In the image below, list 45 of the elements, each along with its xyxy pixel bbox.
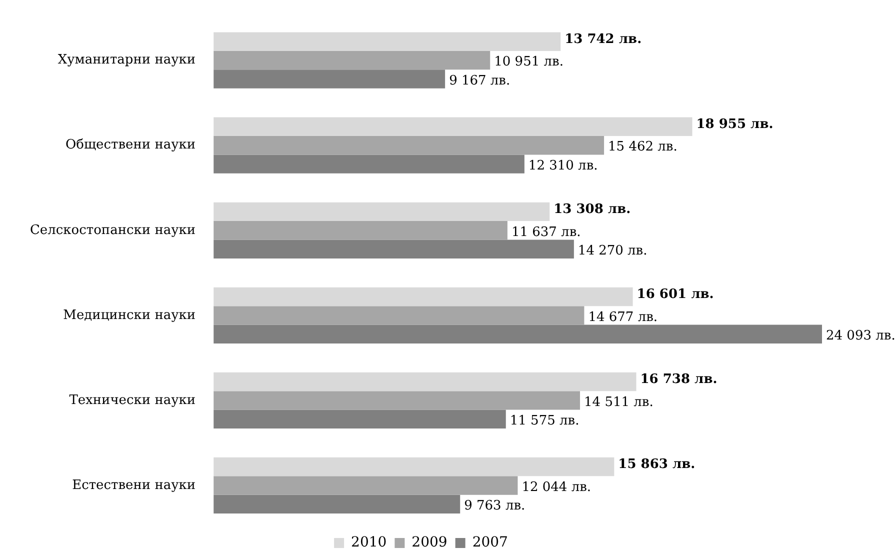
bar xyxy=(214,391,580,410)
y-tick-label: Селскостопански науки xyxy=(30,222,196,238)
data-label: 10 951 лв. xyxy=(494,54,564,70)
bar xyxy=(214,324,822,344)
bar xyxy=(214,287,633,306)
data-label: 15 462 лв. xyxy=(608,140,678,155)
data-label: 14 511 лв. xyxy=(584,394,654,410)
bar xyxy=(214,221,508,240)
data-label: 12 310 лв. xyxy=(528,158,598,174)
bar xyxy=(214,117,692,136)
y-tick-label: Хуманитарни науки xyxy=(58,52,196,68)
bar xyxy=(214,306,584,325)
y-tick-label: Технически науки xyxy=(69,392,196,408)
bar xyxy=(214,410,506,429)
bar xyxy=(214,70,446,88)
data-label: 11 575 лв. xyxy=(510,414,580,429)
bar xyxy=(214,476,518,495)
data-label: 14 270 лв. xyxy=(578,243,648,258)
bar xyxy=(214,50,490,70)
data-label: 9 167 лв. xyxy=(449,73,510,88)
data-label: 13 308 лв. xyxy=(554,202,631,218)
data-label: 15 863 лв. xyxy=(618,457,696,472)
bar xyxy=(214,202,550,222)
legend-label: 2007 xyxy=(472,534,508,551)
bar xyxy=(214,494,460,514)
bar xyxy=(214,457,614,476)
data-label: 9 763 лв. xyxy=(464,498,526,514)
data-label: 18 955 лв. xyxy=(696,117,774,132)
data-label: 16 738 лв. xyxy=(640,372,718,388)
data-label: 12 044 лв. xyxy=(522,480,592,495)
bar xyxy=(214,136,604,155)
y-tick-label: Медицински науки xyxy=(63,308,196,323)
bar xyxy=(214,32,561,51)
data-label: 24 093 лв. xyxy=(826,328,896,344)
y-tick-label: Обществени науки xyxy=(65,138,196,153)
legend-label: 2009 xyxy=(412,534,448,551)
bar xyxy=(214,154,524,174)
legend-label: 2010 xyxy=(351,534,387,551)
bar xyxy=(214,240,574,258)
y-tick-label: Естествени науки xyxy=(72,478,196,493)
data-label: 16 601 лв. xyxy=(636,287,714,302)
data-label: 13 742 лв. xyxy=(564,32,642,47)
bar xyxy=(214,372,636,392)
data-label: 14 677 лв. xyxy=(588,310,658,325)
data-label: 11 637 лв. xyxy=(511,224,581,240)
